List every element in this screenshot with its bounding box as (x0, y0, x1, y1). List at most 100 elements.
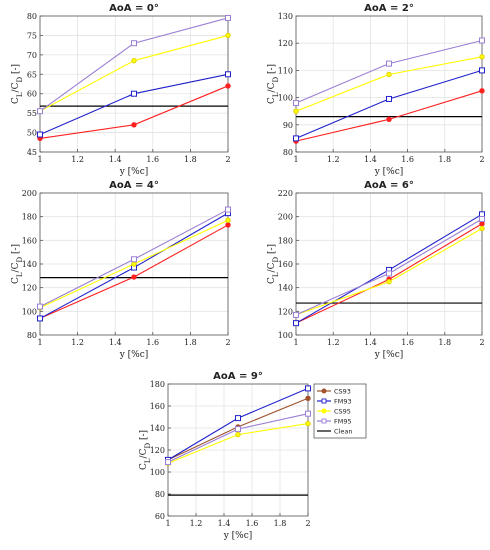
plot-frame (39, 15, 229, 153)
data-point-fm95 (37, 108, 43, 115)
y-axis-label-part: /C (139, 448, 149, 458)
y-axis-label-part: C (11, 97, 21, 104)
y-tick-label: 45 (27, 148, 37, 157)
data-point-fm95 (235, 426, 241, 433)
x-tick-label: 1 (293, 338, 298, 347)
x-tick-label: 1.6 (401, 155, 414, 164)
series-line-fm93 (167, 387, 309, 461)
legend-marker (321, 388, 327, 394)
y-tick-label: 100 (150, 468, 165, 477)
data-point-fm93 (293, 320, 299, 327)
y-tick-label: 55 (27, 109, 37, 118)
y-tick-label: 80 (27, 12, 37, 21)
x-tick-label: 1.6 (246, 519, 259, 528)
y-axis-label-part: C (139, 463, 149, 470)
x-tick-label: 2 (479, 155, 484, 164)
y-tick-label: 70 (27, 51, 37, 60)
y-tick-label: 120 (278, 39, 293, 48)
chart-title: AoA = 0° (109, 3, 159, 14)
legend-marker (321, 408, 327, 414)
x-axis-label: y [%c] (119, 167, 149, 177)
x-tick-label: 1.4 (218, 519, 231, 528)
legend-label: CS95 (334, 407, 351, 415)
y-tick-label: 200 (278, 213, 293, 222)
legend-marker (321, 398, 327, 404)
x-tick-label: 1.8 (438, 338, 451, 347)
x-tick-label: 1.8 (438, 155, 451, 164)
y-tick-label: 160 (278, 260, 293, 269)
y-axis-label-part: L (16, 92, 24, 97)
x-tick-label: 1.6 (146, 338, 159, 347)
data-point-cs93 (305, 395, 311, 401)
data-point-fm95 (293, 311, 299, 318)
y-tick-label: 75 (27, 31, 37, 40)
data-point-fm95 (225, 206, 231, 213)
data-point-fm95 (305, 410, 311, 417)
y-tick-label: 110 (278, 66, 293, 75)
data-point-fm93 (386, 95, 392, 102)
x-tick-label: 1.4 (109, 155, 122, 164)
series-line-fm93 (295, 69, 483, 139)
plot-frame (295, 15, 483, 153)
data-point-fm93 (479, 67, 485, 74)
y-axis-label-part: L (272, 92, 280, 97)
data-point-cs95 (131, 57, 137, 64)
x-tick-label: 2 (305, 519, 310, 528)
y-axis-label-part: D (16, 77, 24, 83)
data-point-cs95 (225, 217, 231, 223)
x-tick-label: 1.2 (71, 338, 84, 347)
legend-label: Clean (334, 427, 352, 435)
legend-label: FM93 (334, 397, 352, 405)
data-point-fm95 (37, 303, 43, 310)
y-tick-label: 60 (27, 90, 37, 99)
series-line-cs93 (39, 224, 229, 319)
data-point-cs95 (479, 225, 485, 232)
y-axis-label-part: [-] (11, 244, 21, 257)
y-tick-label: 60 (155, 512, 165, 521)
data-point-cs93 (131, 122, 137, 128)
y-tick-label: 180 (22, 213, 37, 222)
y-axis-label-part: D (144, 443, 152, 449)
y-axis-label-part: C (267, 277, 277, 284)
x-tick-label: 1.8 (274, 519, 287, 528)
x-axis-label: y [%c] (374, 350, 404, 360)
series-line-cs95 (39, 34, 229, 112)
y-tick-label: 90 (283, 121, 293, 130)
data-point-fm93 (225, 71, 231, 78)
legend-label: CS93 (334, 387, 351, 395)
data-point-cs93 (479, 221, 485, 227)
y-tick-label: 80 (27, 331, 37, 340)
y-tick-label: 120 (150, 446, 165, 455)
y-axis-label-part: [-] (139, 430, 149, 443)
x-tick-label: 1 (165, 519, 170, 528)
data-point-cs93 (225, 222, 231, 228)
data-point-fm95 (386, 60, 392, 67)
x-tick-label: 2 (225, 155, 230, 164)
y-axis-label: CL/CD [-] (267, 64, 280, 104)
y-tick-label: 140 (150, 424, 165, 433)
data-point-cs95 (131, 261, 137, 267)
data-point-fm95 (386, 270, 392, 277)
x-tick-label: 1.8 (184, 338, 197, 347)
data-point-cs95 (479, 54, 485, 60)
x-tick-label: 1.8 (184, 155, 197, 164)
data-point-fm93 (293, 135, 299, 142)
y-tick-label: 100 (278, 94, 293, 103)
data-point-fm95 (131, 40, 137, 47)
data-point-cs95 (225, 32, 231, 39)
data-point-cs93 (131, 274, 137, 280)
y-axis-label-part: [-] (11, 64, 21, 77)
y-axis-label-part: /C (267, 82, 277, 92)
data-point-fm95 (293, 100, 299, 107)
y-axis-label-part: /C (11, 82, 21, 92)
y-tick-label: 160 (150, 402, 165, 411)
y-axis-label-part: L (272, 272, 280, 277)
x-axis-label: y [%c] (119, 350, 149, 360)
x-tick-label: 1.2 (190, 519, 203, 528)
y-tick-label: 140 (22, 260, 37, 269)
y-tick-label: 120 (278, 307, 293, 316)
legend-marker (321, 418, 327, 424)
x-tick-label: 1.4 (364, 338, 377, 347)
y-axis-label: CL/CD [-] (11, 244, 24, 284)
x-tick-label: 1 (37, 155, 42, 164)
